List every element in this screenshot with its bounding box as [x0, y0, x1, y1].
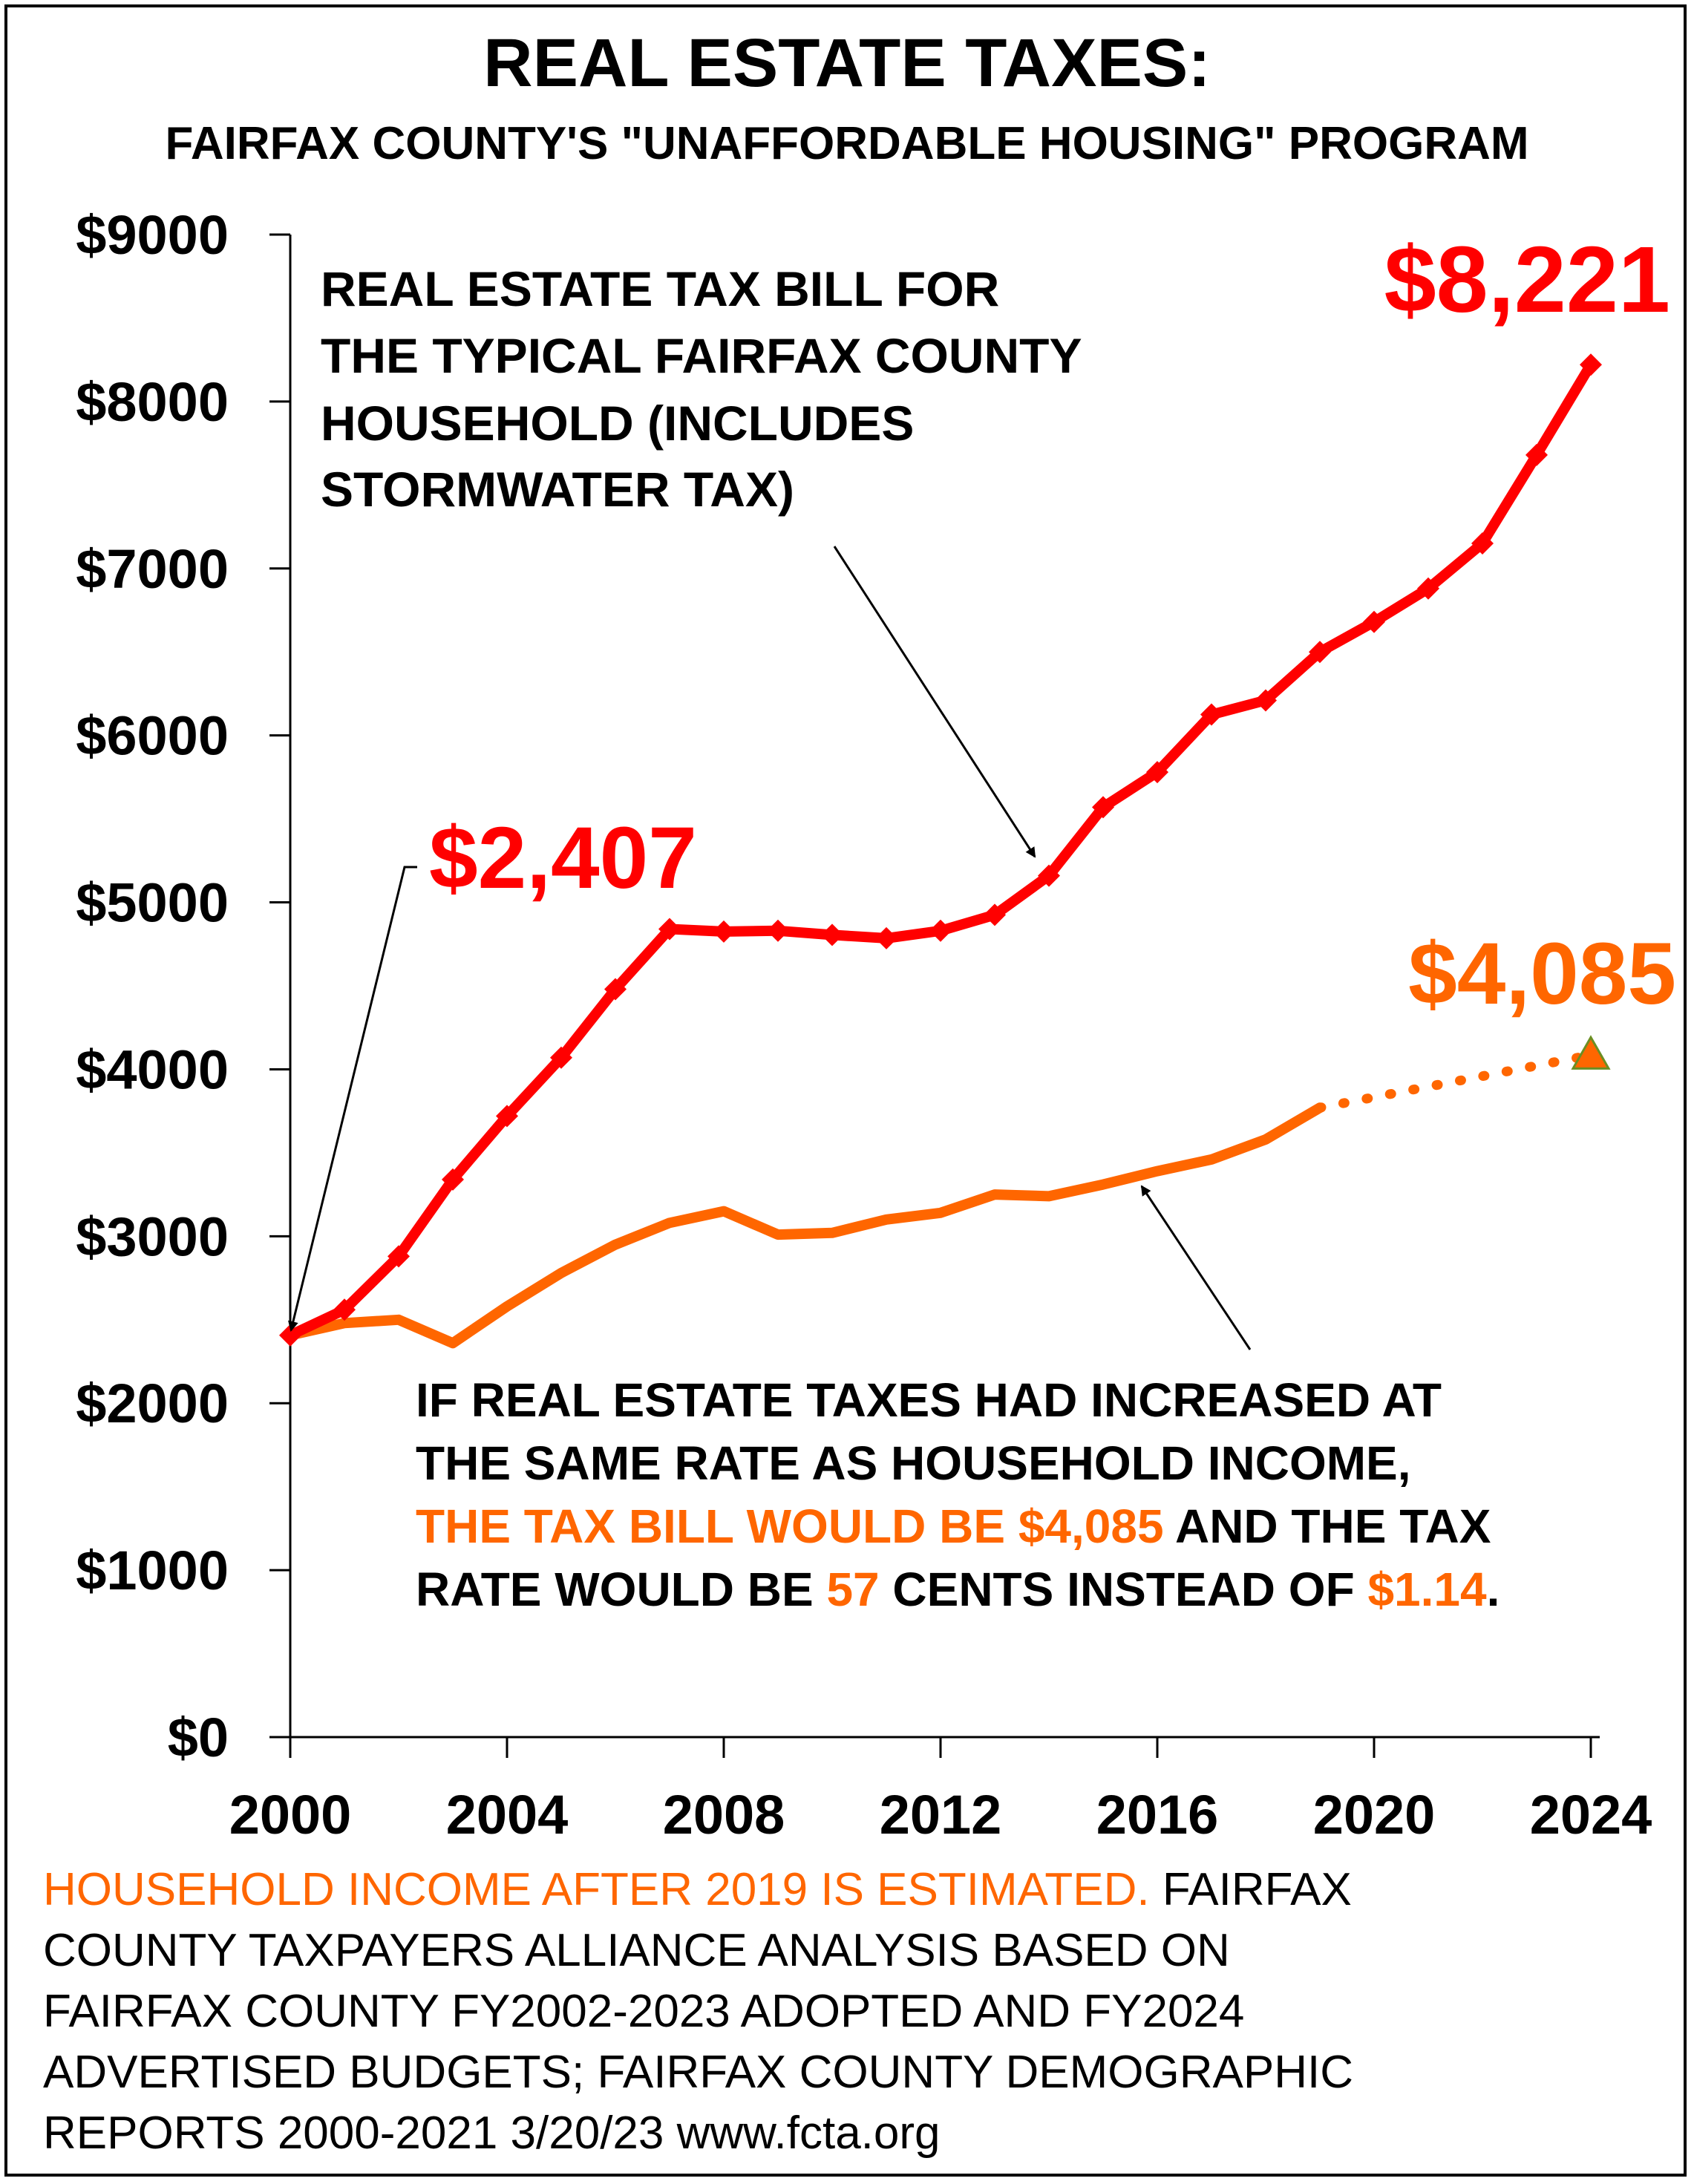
x-tick-label: 2016: [1096, 1784, 1219, 1845]
start-value-label: $2,407: [429, 809, 697, 907]
axes: [289, 235, 1600, 1739]
data-point: [1363, 610, 1385, 633]
y-tick-label: $0: [168, 1707, 229, 1768]
red-label-line-3: HOUSEHOLD (INCLUDES: [321, 396, 914, 451]
data-point: [1309, 641, 1331, 664]
data-point: [1092, 796, 1114, 819]
x-tick-label: 2004: [446, 1784, 569, 1845]
orange-label-line-3-highlight: THE TAX BILL WOULD BE $4,085: [416, 1500, 1164, 1553]
x-tick-label: 2008: [663, 1784, 785, 1845]
data-point: [1038, 864, 1060, 887]
data-point: [387, 1245, 410, 1268]
footer-line-1: HOUSEHOLD INCOME AFTER 2019 IS ESTIMATED…: [43, 1864, 1352, 1915]
pointer-arrows: [288, 546, 1252, 1350]
end-value-red-label: $8,221: [1384, 227, 1670, 332]
footer-line-3: FAIRFAX COUNTY FY2002-2023 ADOPTED AND F…: [43, 1986, 1244, 2037]
footer-line-2: COUNTY TAXPAYERS ALLIANCE ANALYSIS BASED…: [43, 1925, 1230, 1976]
x-axis-ticks: 2000 2004 2008 2012 2016 2020 2024: [229, 1737, 1652, 1845]
chart-frame: [4, 4, 1687, 2177]
orange-label-line-4-a: RATE WOULD BE: [416, 1563, 826, 1616]
data-point: [767, 919, 789, 942]
x-tick-label: 2000: [229, 1784, 352, 1845]
series-line: [1315, 1050, 1596, 1113]
data-point: [550, 1046, 572, 1069]
footer-line-5: REPORTS 2000-2021 3/20/23 www.fcta.org: [43, 2108, 941, 2159]
y-tick-label: $6000: [76, 705, 229, 767]
x-tick-label: 2020: [1313, 1784, 1436, 1845]
x-tick-label: 2012: [880, 1784, 1002, 1845]
data-point: [875, 926, 897, 949]
red-label-line-4: STORMWATER TAX): [321, 462, 794, 517]
footer-line-1-estimate: HOUSEHOLD INCOME AFTER 2019 IS ESTIMATED…: [43, 1864, 1150, 1915]
data-point: [1571, 1035, 1611, 1070]
orange-label-line-3-rest: AND THE TAX: [1164, 1500, 1491, 1553]
series-layer: [279, 353, 1611, 1349]
footer-line-4: ADVERTISED BUDGETS; FAIRFAX COUNTY DEMOG…: [43, 2047, 1353, 2098]
y-tick-label: $7000: [76, 538, 229, 600]
y-tick-label: $4000: [76, 1039, 229, 1100]
red-label-line-1: REAL ESTATE TAX BILL FOR: [321, 261, 999, 316]
data-point: [713, 920, 735, 943]
orange-label-line-4-d: $1.14: [1367, 1563, 1487, 1616]
data-point: [496, 1105, 518, 1128]
data-point: [1200, 703, 1223, 726]
start-value-pointer: [288, 866, 417, 1332]
data-point: [1580, 353, 1602, 376]
data-point: [1471, 532, 1494, 555]
x-tick-label: 2024: [1530, 1784, 1652, 1845]
end-value-orange-label: $4,085: [1408, 925, 1676, 1023]
data-point: [1525, 443, 1548, 466]
orange-series-label: IF REAL ESTATE TAXES HAD INCREASED AT TH…: [416, 1373, 1455, 1490]
data-point: [333, 1298, 356, 1321]
orange-label-line-1: IF REAL ESTATE TAXES HAD INCREASED AT: [416, 1373, 1442, 1427]
orange-label-line-4-b: 57: [826, 1563, 879, 1616]
series-line: [285, 1102, 1325, 1349]
red-series-label: REAL ESTATE TAX BILL FOR THE TYPICAL FAI…: [321, 261, 1095, 517]
y-axis-ticks: $0 $1000 $2000 $3000 $4000 $5000 $6000 $7000 $80…: [76, 204, 290, 1768]
chart-subtitle: FAIRFAX COUNTY'S "UNAFFORDABLE HOUSING" …: [165, 118, 1528, 169]
orange-label-line-3: THE TAX BILL WOULD BE $4,085 AND THE TAX: [416, 1500, 1491, 1553]
y-tick-label: $1000: [76, 1540, 229, 1601]
red-label-line-2: THE TYPICAL FAIRFAX COUNTY: [321, 328, 1081, 383]
data-point: [1146, 761, 1168, 784]
y-tick-label: $8000: [76, 371, 229, 433]
data-point: [821, 923, 843, 946]
y-tick-label: $3000: [76, 1206, 229, 1267]
chart-title: REAL ESTATE TAXES:: [483, 25, 1211, 101]
data-point: [442, 1168, 464, 1191]
data-point: [604, 978, 627, 1001]
orange-label-line-2: THE SAME RATE AS HOUSEHOLD INCOME,: [416, 1436, 1411, 1490]
orange-label-pointer: [1140, 1185, 1252, 1350]
orange-label-line-4: RATE WOULD BE 57 CENTS INSTEAD OF $1.14.: [416, 1563, 1500, 1616]
y-tick-label: $2000: [76, 1373, 229, 1434]
red-label-pointer: [833, 546, 1036, 858]
data-point: [929, 919, 952, 942]
footer: HOUSEHOLD INCOME AFTER 2019 IS ESTIMATED…: [43, 1864, 1353, 2159]
orange-label-line-4-c: CENTS INSTEAD OF: [880, 1563, 1368, 1616]
data-point: [1417, 577, 1439, 600]
data-point: [984, 903, 1006, 926]
y-tick-label: $9000: [76, 204, 229, 266]
orange-label-line-4-e: .: [1487, 1563, 1500, 1616]
data-point: [1255, 689, 1277, 712]
footer-line-1-rest: FAIRFAX: [1150, 1864, 1352, 1915]
data-point: [658, 918, 681, 941]
y-tick-label: $5000: [76, 872, 229, 934]
